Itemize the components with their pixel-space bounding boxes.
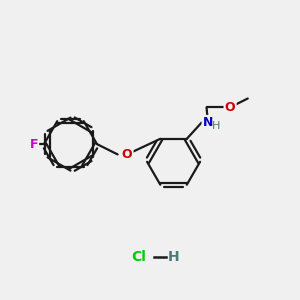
Text: F: F bbox=[29, 138, 38, 151]
Text: H: H bbox=[168, 250, 179, 265]
Text: O: O bbox=[122, 148, 132, 161]
Text: H: H bbox=[212, 121, 220, 130]
Text: Cl: Cl bbox=[131, 250, 146, 265]
Text: N: N bbox=[203, 116, 213, 129]
Text: O: O bbox=[225, 101, 236, 114]
